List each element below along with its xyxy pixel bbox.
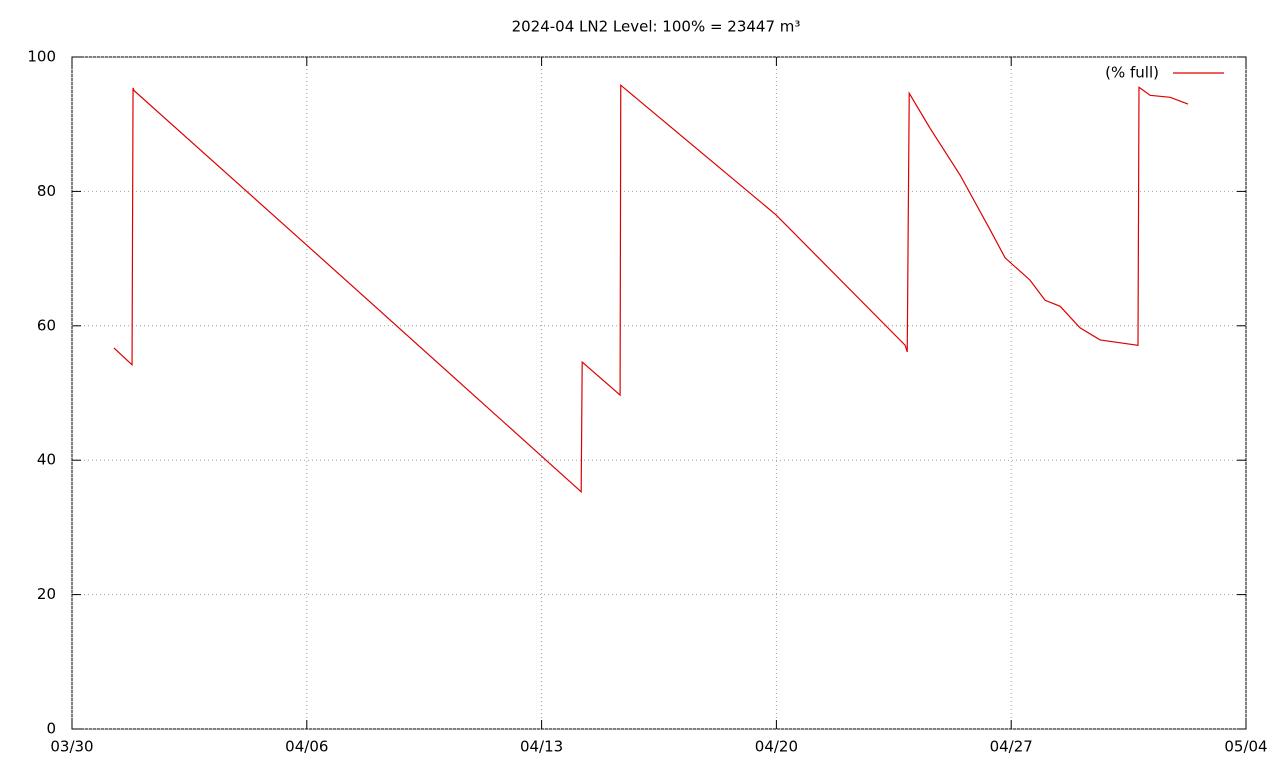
y-tick-label: 80 bbox=[37, 182, 56, 200]
x-tick-label: 05/04 bbox=[1224, 738, 1267, 756]
y-tick-label: 20 bbox=[37, 585, 56, 603]
plot-frame bbox=[71, 56, 1247, 730]
y-tick-label: 100 bbox=[27, 48, 56, 66]
x-tick-label: 04/20 bbox=[755, 738, 798, 756]
legend-label: (% full) bbox=[1105, 64, 1159, 82]
x-tick-label: 03/30 bbox=[50, 738, 93, 756]
data-line bbox=[113, 83, 1189, 494]
y-tick-label: 0 bbox=[46, 720, 56, 738]
y-tick-label: 40 bbox=[37, 451, 56, 469]
x-tick-label: 04/13 bbox=[520, 738, 563, 756]
x-tick-label: 04/27 bbox=[990, 738, 1033, 756]
y-tick-label: 60 bbox=[37, 316, 56, 334]
chart-title: 2024-04 LN2 Level: 100% = 23447 m³ bbox=[512, 18, 801, 36]
x-tick-label: 04/06 bbox=[285, 738, 328, 756]
